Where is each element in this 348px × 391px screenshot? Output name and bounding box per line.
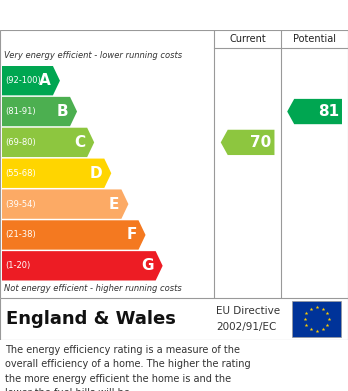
Text: (92-100): (92-100) — [5, 76, 41, 85]
Text: Energy Efficiency Rating: Energy Efficiency Rating — [8, 7, 210, 23]
Polygon shape — [2, 97, 77, 126]
Polygon shape — [2, 128, 94, 157]
Polygon shape — [221, 130, 275, 155]
Text: (21-38): (21-38) — [5, 230, 36, 239]
Text: (81-91): (81-91) — [5, 107, 35, 116]
Text: F: F — [126, 228, 136, 242]
Text: EU Directive: EU Directive — [216, 307, 280, 316]
Text: 70: 70 — [251, 135, 272, 150]
Polygon shape — [2, 220, 145, 249]
Polygon shape — [2, 189, 128, 219]
Text: Potential: Potential — [293, 34, 336, 44]
Text: A: A — [39, 73, 51, 88]
Text: (69-80): (69-80) — [5, 138, 36, 147]
Bar — [292, 301, 341, 337]
Text: Very energy efficient - lower running costs: Very energy efficient - lower running co… — [4, 51, 182, 60]
Text: Not energy efficient - higher running costs: Not energy efficient - higher running co… — [4, 284, 182, 293]
Text: 2002/91/EC: 2002/91/EC — [216, 323, 276, 332]
Text: The energy efficiency rating is a measure of the
overall efficiency of a home. T: The energy efficiency rating is a measur… — [5, 345, 251, 391]
Text: C: C — [74, 135, 85, 150]
Text: E: E — [109, 197, 119, 212]
Text: G: G — [141, 258, 154, 273]
Text: (1-20): (1-20) — [5, 261, 30, 270]
Text: D: D — [90, 166, 102, 181]
Polygon shape — [287, 99, 342, 124]
Polygon shape — [2, 251, 163, 280]
Text: B: B — [56, 104, 68, 119]
Text: 81: 81 — [318, 104, 339, 119]
Text: England & Wales: England & Wales — [6, 310, 176, 328]
Polygon shape — [2, 159, 111, 188]
Text: (55-68): (55-68) — [5, 169, 36, 178]
Text: (39-54): (39-54) — [5, 200, 35, 209]
Text: Current: Current — [229, 34, 266, 44]
Polygon shape — [2, 66, 60, 95]
